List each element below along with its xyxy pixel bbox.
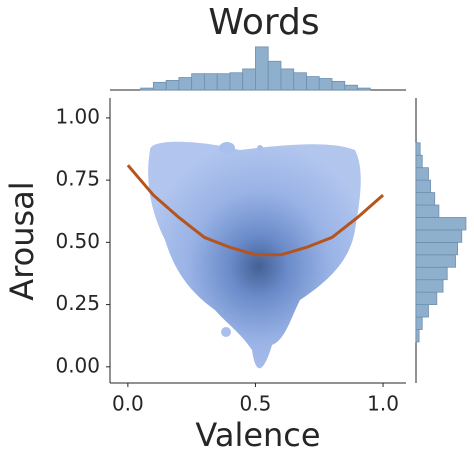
x-hist-bar bbox=[204, 73, 218, 91]
x-hist-bar bbox=[344, 84, 358, 91]
x-hist-bar bbox=[242, 68, 256, 91]
y-tick-label: 0.50 bbox=[55, 229, 100, 253]
y-hist-bar bbox=[415, 304, 429, 318]
x-hist-bar bbox=[318, 78, 333, 91]
y-tick-label: 0.75 bbox=[55, 167, 100, 191]
x-hist-bar bbox=[229, 72, 244, 91]
x-hist-bar bbox=[178, 77, 193, 91]
chart-title: Words bbox=[208, 2, 319, 43]
y-axis-label: Arousal bbox=[3, 181, 41, 300]
x-hist-bar bbox=[191, 73, 205, 91]
y-hist-bar bbox=[415, 279, 444, 293]
x-tick-label: 1.0 bbox=[367, 392, 399, 416]
x-hist-bar bbox=[165, 80, 180, 91]
x-hist-bar bbox=[357, 87, 371, 91]
y-tick-label: 1.00 bbox=[55, 104, 100, 128]
y-hist-bar bbox=[415, 217, 467, 231]
x-hist-bar bbox=[216, 73, 231, 91]
x-tick-label: 0.0 bbox=[112, 392, 144, 416]
x-hist-bar bbox=[267, 60, 282, 91]
y-hist-bar bbox=[415, 142, 421, 156]
y-hist-bar bbox=[415, 254, 456, 268]
y-hist-bar bbox=[415, 266, 448, 281]
x-hist-bar bbox=[152, 81, 167, 91]
y-hist-bar bbox=[415, 167, 429, 181]
y-hist-bar bbox=[415, 154, 423, 169]
x-hist-bar bbox=[306, 76, 320, 91]
y-hist-bar bbox=[415, 204, 440, 218]
x-axis-label: Valence bbox=[195, 416, 320, 454]
y-hist-bar bbox=[415, 179, 431, 193]
y-tick-label: 0.00 bbox=[55, 353, 100, 377]
y-hist-bar bbox=[415, 316, 423, 330]
x-hist-bar bbox=[255, 46, 269, 91]
x-hist-bar bbox=[140, 87, 154, 91]
x-hist-bar bbox=[293, 72, 307, 91]
x-hist-bar bbox=[280, 68, 295, 91]
y-hist-bar bbox=[415, 329, 420, 343]
y-hist-bar bbox=[415, 192, 436, 206]
y-hist-bar bbox=[415, 241, 458, 256]
y-hist-bar bbox=[415, 291, 438, 305]
y-hist-bar bbox=[415, 229, 463, 243]
y-tick-label: 0.25 bbox=[55, 291, 100, 315]
fit-line bbox=[126, 164, 385, 257]
x-tick-label: 0.5 bbox=[240, 392, 272, 416]
x-hist-bar bbox=[331, 80, 346, 91]
